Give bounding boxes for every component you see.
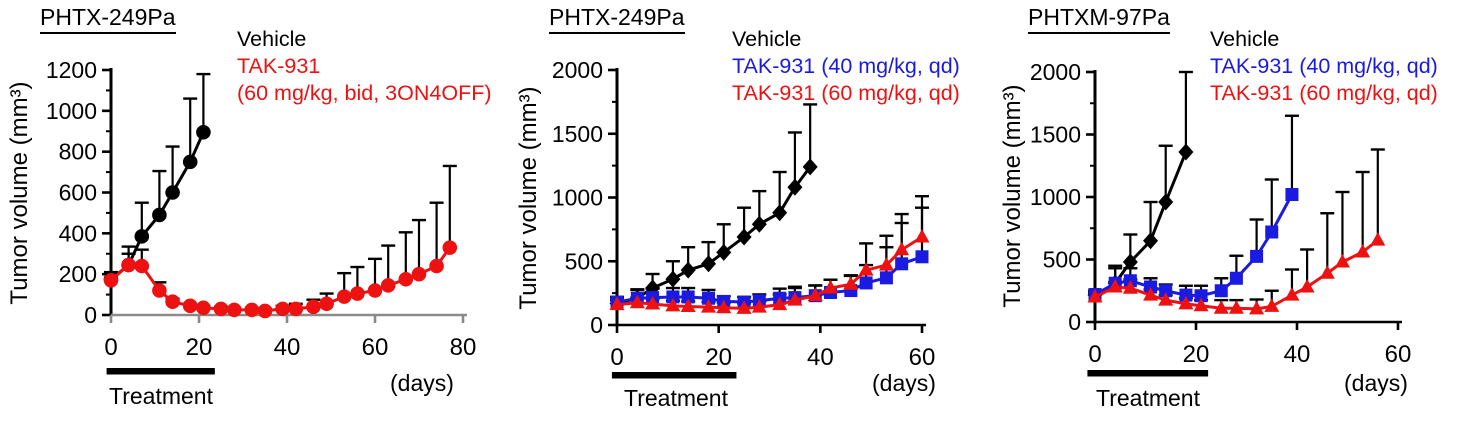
svg-text:80: 80 xyxy=(450,334,477,361)
svg-text:1000: 1000 xyxy=(552,185,603,211)
tumor-volume-chart: 0 500 1000 1500 2000 0 20 40 60 xyxy=(1030,59,1412,377)
x-axis-unit-label: (days) xyxy=(390,370,454,396)
svg-text:400: 400 xyxy=(59,220,97,246)
chart-title: PHTX-249Pa xyxy=(40,4,176,34)
legend-item-tak931-60: TAK-931 (60 mg/kg, qd) xyxy=(1210,81,1438,105)
svg-text:1500: 1500 xyxy=(552,121,603,147)
svg-text:2000: 2000 xyxy=(552,57,603,83)
x-axis-unit-label: (days) xyxy=(872,370,936,396)
chart-title: PHTXM-97Pa xyxy=(1028,4,1170,34)
svg-text:2000: 2000 xyxy=(1030,59,1081,85)
svg-text:500: 500 xyxy=(565,248,603,274)
svg-text:500: 500 xyxy=(1043,247,1081,273)
svg-text:20: 20 xyxy=(186,334,213,361)
svg-text:0: 0 xyxy=(84,302,97,328)
svg-text:20: 20 xyxy=(705,344,732,371)
legend: Vehicle TAK-931 (60 mg/kg, bid, 3ON4OFF) xyxy=(237,26,492,107)
legend-item-tak931: TAK-931 xyxy=(237,54,321,78)
legend-item-tak931-60: TAK-931 (60 mg/kg, qd) xyxy=(732,81,960,105)
svg-text:1000: 1000 xyxy=(1030,184,1081,210)
svg-text:0: 0 xyxy=(104,334,117,361)
svg-text:0: 0 xyxy=(1088,341,1101,368)
svg-text:40: 40 xyxy=(1284,341,1311,368)
legend: Vehicle TAK-931 (40 mg/kg, qd) TAK-931 (… xyxy=(732,26,960,107)
legend-item-tak931-40: TAK-931 (40 mg/kg, qd) xyxy=(1210,54,1438,78)
legend-item-vehicle: Vehicle xyxy=(1210,27,1280,51)
chart-title: PHTX-249Pa xyxy=(549,4,685,34)
x-axis-unit-label: (days) xyxy=(1344,370,1408,396)
chart-panel-phtx249pa-bid: PHTX-249Pa Vehicle TAK-931 (60 mg/kg, bi… xyxy=(0,0,492,431)
tumor-volume-chart: 0 200 400 600 800 1000 1200 0 20 40 60 80 xyxy=(46,57,477,375)
legend-item-tak931-dose: (60 mg/kg, bid, 3ON4OFF) xyxy=(237,81,492,105)
svg-text:600: 600 xyxy=(59,180,97,206)
legend-item-vehicle: Vehicle xyxy=(237,27,307,51)
tumor-volume-chart: 0 500 1000 1500 2000 0 20 40 60 xyxy=(552,57,936,379)
svg-text:1000: 1000 xyxy=(46,98,97,124)
svg-text:1200: 1200 xyxy=(46,57,97,83)
svg-text:200: 200 xyxy=(59,261,97,287)
svg-text:800: 800 xyxy=(59,139,97,165)
svg-text:0: 0 xyxy=(1068,309,1081,335)
treatment-label: Treatment xyxy=(1096,385,1200,411)
svg-text:0: 0 xyxy=(610,344,623,371)
treatment-label: Treatment xyxy=(109,383,213,409)
legend: Vehicle TAK-931 (40 mg/kg, qd) TAK-931 (… xyxy=(1210,26,1438,107)
svg-text:0: 0 xyxy=(590,312,603,338)
svg-text:60: 60 xyxy=(362,334,389,361)
chart-panel-phtxm97pa: PHTXM-97Pa Vehicle TAK-931 (40 mg/kg, qd… xyxy=(978,0,1467,431)
treatment-label: Treatment xyxy=(624,385,728,411)
svg-text:40: 40 xyxy=(274,334,301,361)
svg-text:1500: 1500 xyxy=(1030,122,1081,148)
legend-item-vehicle: Vehicle xyxy=(732,27,802,51)
svg-text:60: 60 xyxy=(1385,341,1412,368)
chart-panel-phtx249pa-qd: PHTX-249Pa Vehicle TAK-931 (40 mg/kg, qd… xyxy=(489,0,978,431)
svg-text:20: 20 xyxy=(1183,341,1210,368)
svg-text:40: 40 xyxy=(807,344,834,371)
legend-item-tak931-40: TAK-931 (40 mg/kg, qd) xyxy=(732,54,960,78)
svg-text:60: 60 xyxy=(909,344,936,371)
